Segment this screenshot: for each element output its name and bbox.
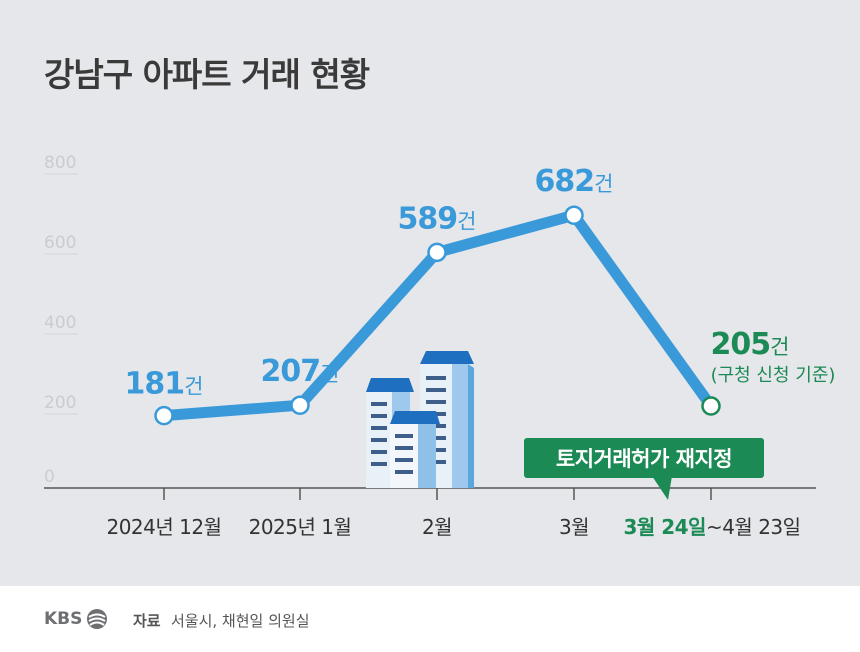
annotation-text: 토지거래허가 재지정: [556, 447, 732, 471]
data-label-unit: 건: [320, 362, 339, 386]
line-chart: 0 200 400 600 800 2024년 12월 2025년 1월 2월 3월 3월 24…: [44, 153, 836, 539]
chart-title: 강남구 아파트 거래 현황: [44, 55, 370, 94]
footer: KBS 자료 서울시, 채현일 의원실: [0, 586, 860, 652]
data-label-value: 589: [398, 201, 458, 236]
x-tick-label: 2월: [422, 515, 452, 539]
x-tick-label: 2025년 1월: [249, 515, 352, 539]
data-point: [290, 395, 310, 415]
data-label-unit: 건: [594, 172, 613, 196]
y-tick-label: 400: [44, 313, 76, 333]
data-label-value: 682: [535, 164, 595, 199]
data-point: [701, 396, 721, 416]
y-tick-label: 0: [44, 467, 55, 487]
y-axis-ticks: 0 200 400 600 800: [44, 153, 78, 487]
data-label-unit: 건: [184, 375, 203, 399]
data-point: [564, 205, 584, 225]
data-points: [154, 205, 721, 426]
period-rest: ~4월 23일: [706, 515, 801, 539]
kbs-logo-text: KBS: [44, 609, 83, 629]
data-label: 181건: [125, 367, 204, 402]
y-tick-label: 800: [44, 153, 76, 173]
y-tick-label: 200: [44, 393, 76, 413]
data-label-unit: 건: [457, 209, 476, 233]
data-label: 207건: [261, 354, 340, 389]
chart-card: 강남구 아파트 거래 현황 0 200 400 600 800 2024년 12월 202…: [0, 0, 860, 586]
apartment-buildings-icon: [366, 351, 474, 488]
data-label-unit: 건: [770, 335, 789, 359]
annotation-banner: 토지거래허가 재지정: [524, 438, 764, 500]
data-label: 589건: [398, 201, 477, 236]
x-tick-label-period: 3월 24일~4월 23일: [623, 515, 800, 539]
data-label-value: 205: [711, 327, 771, 362]
data-label-value: 207: [261, 354, 321, 389]
data-label: 205건: [711, 327, 790, 362]
source-label: 자료: [133, 612, 161, 630]
y-tick-label: 600: [44, 233, 76, 253]
x-axis-ticks: 2024년 12월 2025년 1월 2월 3월 3월 24일~4월 23일: [106, 488, 801, 539]
data-point: [154, 405, 174, 426]
x-tick-label: 3월: [559, 515, 589, 539]
data-label-note: (구청 신청 기준): [711, 365, 836, 386]
source-text: 서울시, 채현일 의원실: [171, 612, 310, 630]
data-label: 682건: [535, 164, 614, 199]
kbs-emblem-icon: [87, 609, 108, 629]
data-point: [427, 242, 447, 263]
data-label-value: 181: [125, 367, 185, 402]
x-tick-label: 2024년 12월: [106, 515, 221, 539]
period-start: 3월 24일: [623, 515, 706, 539]
kbs-logo: KBS: [44, 608, 108, 630]
